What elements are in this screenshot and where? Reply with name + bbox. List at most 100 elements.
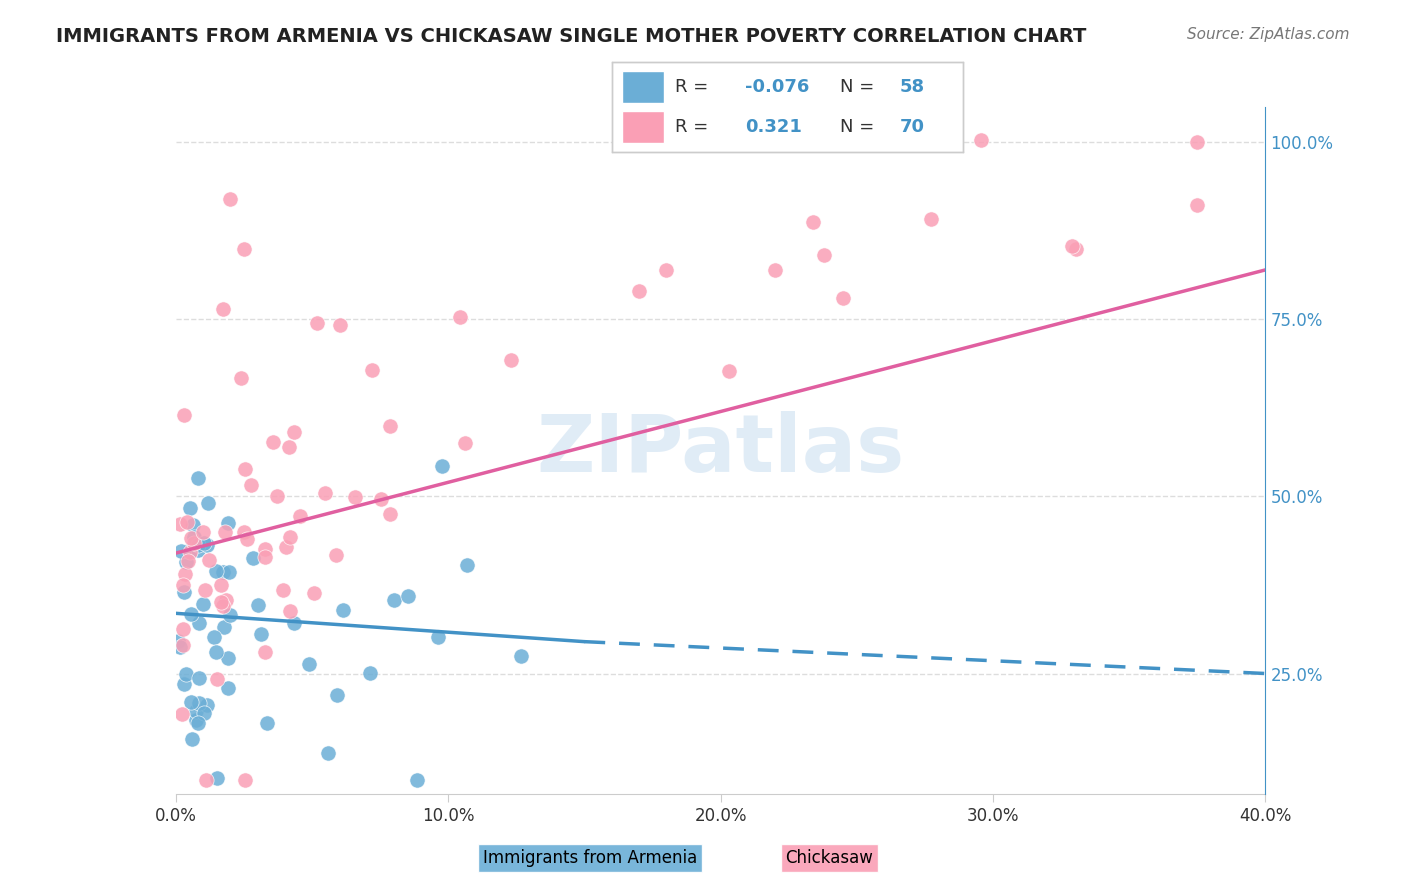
Point — [191, 598, 214, 612]
Point — [219, 192, 242, 206]
Text: -0.076: -0.076 — [745, 78, 810, 96]
Point — [456, 558, 478, 572]
Point — [212, 566, 235, 580]
Point — [172, 638, 194, 652]
Text: R =: R = — [675, 78, 714, 96]
Point — [271, 582, 294, 597]
Point — [568, 797, 591, 811]
Text: Source: ZipAtlas.com: Source: ZipAtlas.com — [1187, 27, 1350, 42]
Point — [174, 567, 197, 582]
Point — [232, 242, 254, 256]
Point — [215, 592, 238, 607]
Point — [283, 615, 305, 630]
Point — [183, 530, 205, 544]
Point — [1185, 198, 1208, 212]
Point — [184, 713, 207, 727]
Point — [343, 490, 366, 504]
Text: Chickasaw: Chickasaw — [786, 849, 873, 867]
Point — [763, 263, 786, 277]
Point — [832, 291, 855, 305]
Point — [207, 672, 229, 686]
Point — [970, 133, 993, 147]
Point — [187, 538, 209, 552]
Point — [187, 671, 209, 685]
Point — [278, 530, 301, 544]
Point — [380, 418, 402, 433]
Point — [501, 352, 523, 367]
Point — [427, 630, 450, 644]
Point — [359, 666, 381, 681]
Point — [332, 603, 354, 617]
Point — [325, 548, 347, 562]
Point — [167, 633, 190, 648]
Point — [218, 565, 240, 579]
Point — [174, 555, 197, 569]
Point — [186, 704, 208, 718]
Point — [212, 301, 235, 316]
Point — [382, 593, 405, 607]
Point — [202, 630, 225, 644]
Point — [172, 622, 194, 636]
Point — [179, 542, 201, 557]
Text: 0.321: 0.321 — [745, 118, 801, 136]
Point — [314, 485, 336, 500]
Point — [242, 551, 264, 566]
Point — [509, 648, 531, 663]
Point — [370, 491, 392, 506]
Point — [266, 489, 288, 503]
Point — [173, 676, 195, 690]
Point — [655, 263, 678, 277]
Point — [219, 608, 242, 623]
Point — [1060, 239, 1083, 253]
Point — [229, 371, 252, 385]
Point — [256, 715, 278, 730]
Point — [188, 696, 211, 710]
Text: 58: 58 — [900, 78, 925, 96]
Point — [169, 516, 191, 531]
Point — [187, 471, 209, 485]
Point — [170, 544, 193, 558]
Point — [217, 650, 239, 665]
Point — [276, 541, 298, 555]
Point — [239, 478, 262, 492]
Point — [188, 615, 211, 630]
Text: ZIPatlas: ZIPatlas — [537, 411, 904, 490]
Point — [920, 212, 942, 227]
Point — [180, 607, 202, 621]
Point — [262, 434, 284, 449]
Point — [180, 695, 202, 709]
Point — [197, 496, 219, 510]
Point — [718, 363, 741, 377]
Point — [302, 585, 325, 599]
Point — [214, 620, 236, 634]
Point — [211, 578, 233, 592]
Point — [254, 549, 277, 564]
Point — [628, 284, 651, 298]
Text: R =: R = — [675, 118, 720, 136]
Point — [250, 627, 273, 641]
Point — [187, 543, 209, 558]
Point — [204, 645, 226, 659]
Point — [181, 518, 204, 533]
Text: N =: N = — [841, 118, 880, 136]
Point — [361, 362, 384, 376]
Point — [832, 131, 855, 145]
Text: 70: 70 — [900, 118, 925, 136]
Point — [183, 535, 205, 549]
Point — [318, 746, 340, 760]
Point — [326, 688, 349, 702]
Point — [233, 772, 256, 787]
Point — [173, 408, 195, 422]
Text: N =: N = — [841, 78, 880, 96]
Point — [430, 459, 453, 474]
Point — [1064, 242, 1087, 256]
Point — [176, 666, 198, 681]
Point — [172, 707, 194, 722]
Point — [235, 462, 257, 476]
Point — [406, 772, 429, 787]
Point — [198, 553, 221, 567]
Point — [396, 590, 419, 604]
Point — [254, 542, 277, 557]
Point — [214, 524, 236, 539]
Point — [454, 435, 477, 450]
